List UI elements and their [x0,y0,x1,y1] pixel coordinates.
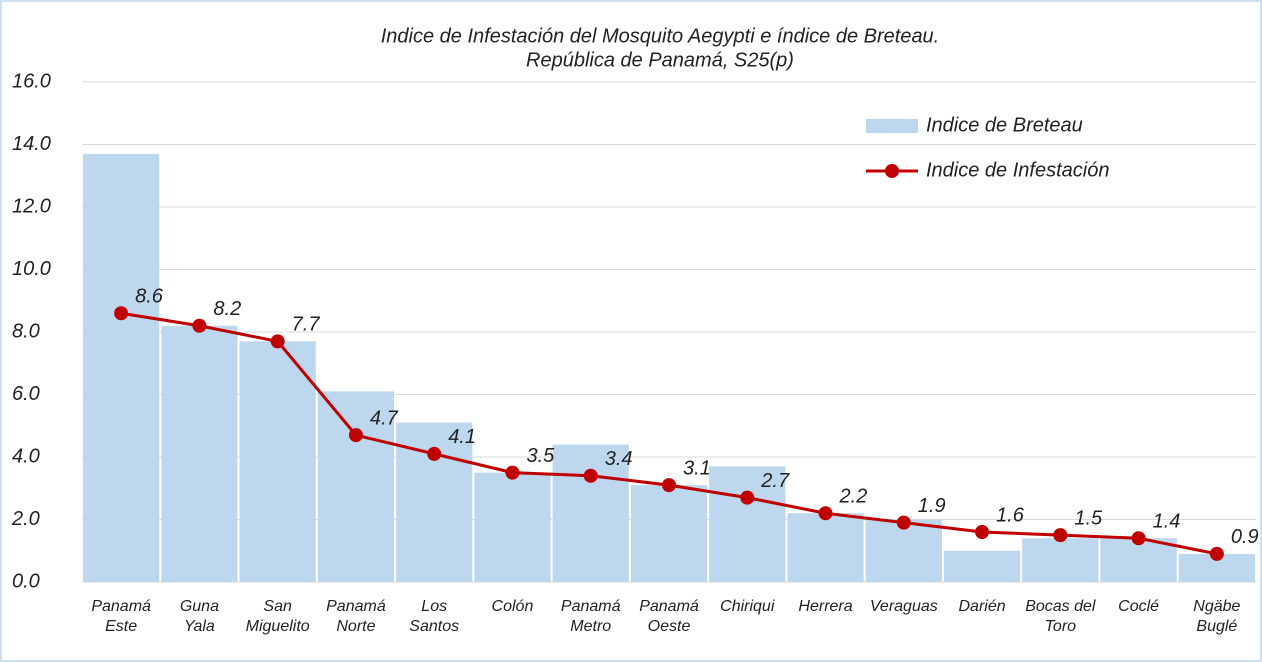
x-tick-label: Bocas del Toro [1025,598,1096,635]
bar [1022,538,1099,582]
marker [662,478,676,493]
x-tick-label: Darién [958,598,1005,615]
y-tick-label: 10.0 [12,258,51,280]
data-label: 1.4 [1153,511,1181,533]
marker [1131,531,1146,546]
marker [583,468,598,483]
bar [161,325,238,582]
bar [943,550,1021,582]
data-label: 1.5 [1074,507,1103,529]
x-tick-label: Chiriqui [720,598,775,615]
y-tick-label: 0.0 [12,570,40,592]
bar [1100,538,1177,582]
data-label: 4.1 [448,426,476,448]
y-tick-label: 8.0 [12,320,40,342]
bar [83,153,160,582]
bar [239,341,316,582]
y-tick-label: 4.0 [12,445,40,467]
marker [192,318,207,333]
data-label: 2.7 [760,470,790,492]
marker [1053,528,1068,543]
bar [630,485,708,582]
data-label: 3.1 [683,457,711,479]
y-tick-label: 16.0 [12,70,51,92]
chart-title: Indice de Infestación del Mosquito Aegyp… [381,25,940,47]
marker [270,334,285,349]
bar [787,513,864,582]
data-label: 0.9 [1231,526,1259,548]
x-tick-label: Panamá Oeste [639,598,699,635]
x-tick-label: Colón [492,598,534,615]
legend-swatch [866,119,918,133]
data-label: 7.7 [292,314,321,336]
x-tick-label: Panamá Norte [326,598,386,635]
x-tick-label: Los Santos [409,598,459,635]
x-tick-label: San Miguelito [246,598,310,635]
data-label: 1.6 [996,504,1025,526]
marker [1209,546,1224,561]
bar [865,519,942,582]
y-tick-label: 12.0 [12,195,51,217]
x-tick-label: Veraguas [870,598,938,615]
marker [114,306,129,321]
x-tick-label: Panamá Metro [561,598,621,635]
legend-swatch [885,164,899,178]
y-tick-label: 2.0 [11,508,40,530]
bar [317,391,395,582]
data-label: 8.2 [213,298,241,320]
data-label: 3.4 [605,448,633,470]
marker [427,446,442,461]
marker [348,428,363,443]
bar [552,444,629,582]
marker [505,465,520,480]
marker [740,490,755,505]
marker [896,515,911,530]
data-label: 2.2 [839,486,868,508]
marker [975,525,990,539]
y-tick-label: 14.0 [12,133,51,155]
chart-subtitle: República de Panamá, S25(p) [526,49,794,71]
x-tick-label: Herrera [798,598,852,615]
data-label: 8.6 [135,286,164,308]
legend-label: Indice de Infestación [926,159,1109,181]
x-tick-label: Guna Yala [180,598,219,635]
bar [709,466,786,582]
bar [474,472,551,582]
x-tick-label: Coclé [1118,598,1159,615]
data-label: 3.5 [526,445,555,467]
x-tick-label: Ngäbe Buglé [1193,598,1240,635]
marker [818,506,833,521]
y-tick-label: 6.0 [12,383,40,405]
legend-label: Indice de Breteau [926,114,1083,136]
x-tick-label: Panamá Este [91,598,151,635]
data-label: 1.9 [918,495,946,517]
data-label: 4.7 [370,407,399,429]
